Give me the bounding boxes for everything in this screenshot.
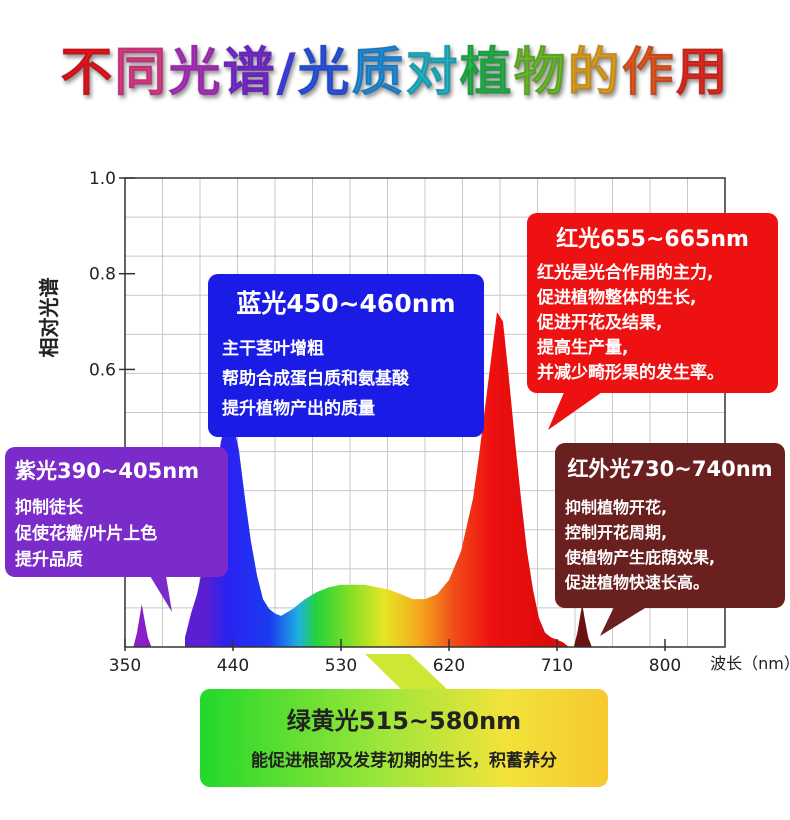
title-char: 质 [351,43,406,104]
callout-pointers [150,390,650,690]
green-yellow-callout-line: 能促进根部及发芽初期的生长，积蓄养分 [251,751,557,771]
violet-callout-line: 促使花瓣/叶片上色 [15,524,158,544]
blue-callout-line: 提升植物产出的质量 [222,399,375,419]
title-char: 光 [297,43,352,104]
blue-callout-line: 帮助合成蛋白质和氨基酸 [222,369,409,389]
violet-callout: 紫光390~405nm 抑制徒长 促使花瓣/叶片上色 提升品质 [5,447,228,577]
x-tick-label: 800 [649,656,681,676]
title-char: / [276,43,298,104]
blue-callout-title: 蓝光450~460nm [236,289,456,318]
x-tick-label: 350 [109,656,141,676]
spectrum-series-1 [133,603,152,647]
green-yellow-callout-title: 绿黄光515~580nm [286,707,522,735]
title-char: 不 [60,43,115,104]
violet-callout-line: 抑制徒长 [15,498,83,518]
spectrum-area [133,312,592,647]
title-char: 同 [114,43,169,104]
red-pointer [548,390,605,430]
violet-callout-line: 提升品质 [15,550,83,570]
title-char: 作 [621,43,676,104]
red-callout-line: 促进植物整体的生长, [537,288,697,308]
infrared-callout-line: 促进植物快速长高。 [565,573,710,592]
x-tick-label: 710 [541,656,573,676]
x-tick-label: 440 [217,656,249,676]
green-yellow-callout: 绿黄光515~580nm 能促进根部及发芽初期的生长，积蓄养分 [200,689,608,787]
infrared-callout-line: 抑制植物开花, [565,498,668,517]
x-axis-label: 波长（nm） [710,654,790,673]
infrared-callout-title: 红外光730~740nm [567,457,773,481]
blue-callout-line: 主干茎叶增粗 [222,339,324,359]
title-char: 物 [513,43,568,104]
title-char: 谱 [222,43,277,104]
x-tick-label: 530 [325,656,357,676]
infrared-callout-line: 使植物产生庇荫效果, [565,548,716,567]
red-callout-line: 并减少畸形果的发生率。 [537,363,724,383]
red-callout-title: 红光655~665nm [556,227,749,252]
title-char: 用 [675,43,730,104]
title-char: 的 [567,43,622,104]
title-char: 光 [168,43,223,104]
y-tick-label: 0.6 [89,360,116,380]
infrared-callout: 红外光730~740nm 抑制植物开花, 控制开花周期, 使植物产生庇荫效果, … [555,443,785,608]
title-char: 植 [459,43,514,104]
x-tick-label: 620 [433,656,465,676]
green-yellow-pointer [365,654,448,690]
infrared-pointer [600,605,650,636]
spectrum-series-2 [573,603,592,647]
red-callout-line: 红光是光合作用的主力, [537,263,714,283]
page-title: 不同光谱/光质对植物的作用 [0,30,790,105]
red-callout-line: 提高生产量, [537,338,629,358]
spectrum-series-0 [185,312,569,647]
red-callout: 红光655~665nm 红光是光合作用的主力, 促进植物整体的生长, 促进开花及… [527,213,778,393]
violet-pointer [150,576,172,612]
chart-axes [124,177,726,648]
y-tick-label: 0.8 [89,265,116,285]
violet-callout-title: 紫光390~405nm [15,459,200,483]
red-callout-line: 促进开花及结果, [537,313,663,333]
plot-frame [124,177,726,648]
title-char: 对 [405,43,460,104]
infrared-callout-line: 控制开花周期, [565,523,668,542]
y-axis-label: 相对光谱 [37,278,61,358]
y-tick-label: 1.0 [89,169,116,189]
chart-ticks: 1.0 0.8 0.6 350 440 530 620 710 800 波长（nm） 相对光谱 [37,169,790,676]
blue-callout: 蓝光450~460nm 主干茎叶增粗 帮助合成蛋白质和氨基酸 提升植物产出的质量 [208,274,484,437]
